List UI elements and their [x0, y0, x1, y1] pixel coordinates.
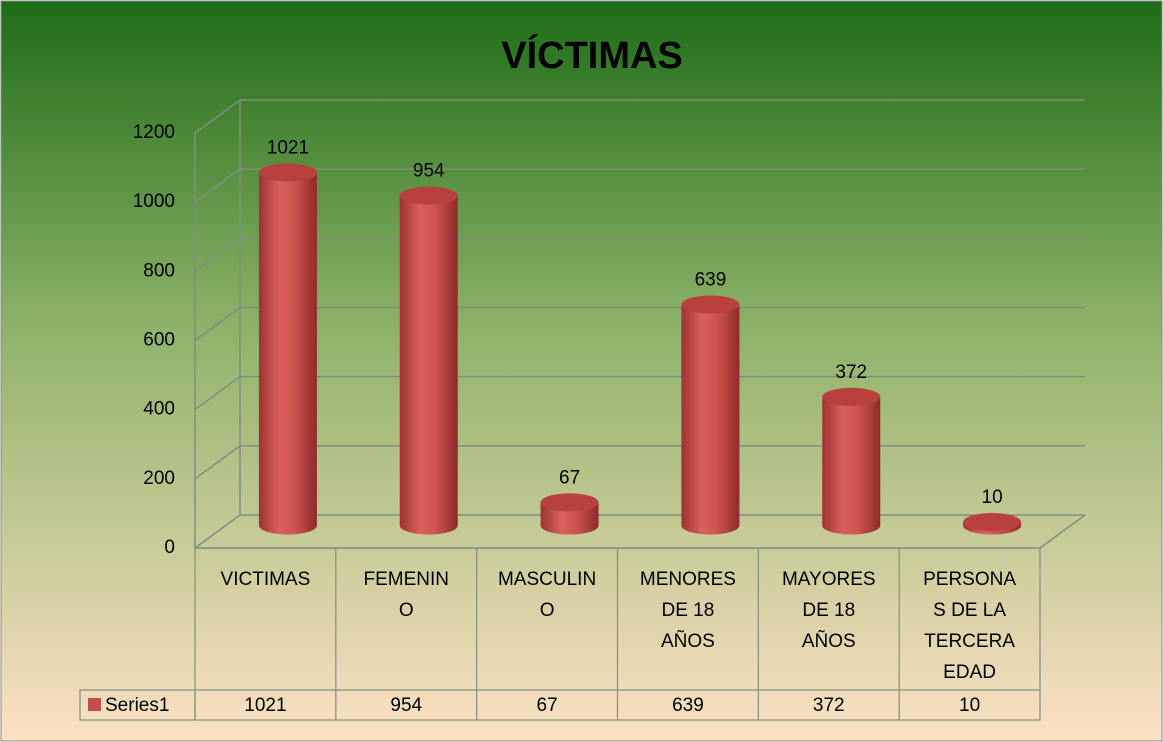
y-tick-label: 800: [143, 260, 175, 281]
grid-line: [194, 375, 1085, 411]
grid-line: [194, 237, 1085, 272]
bar-body: [540, 502, 599, 535]
grid-line: [194, 99, 1085, 134]
y-tick-label: 0: [164, 537, 175, 558]
table-value: 372: [813, 695, 845, 716]
bar: [540, 493, 599, 535]
bar-body: [822, 396, 881, 535]
grid-line: [194, 306, 1085, 342]
data-label: 954: [413, 161, 445, 182]
bar-body: [258, 172, 317, 535]
x-tick-label: PERSONA S DE LA TERCERA EDAD: [923, 569, 1016, 683]
bar-top: [540, 493, 599, 512]
bar: [258, 163, 317, 535]
bar: [399, 186, 458, 535]
legend-key: [88, 698, 101, 711]
data-label: 639: [695, 270, 727, 291]
grid-line: [194, 168, 1085, 203]
table-value: 954: [390, 695, 422, 716]
bar-body: [681, 304, 740, 535]
y-tick-label: 400: [143, 399, 175, 420]
bar: [681, 295, 740, 535]
bar-body: [399, 195, 458, 535]
grid-line: [194, 445, 1085, 480]
table-value: 639: [672, 695, 704, 716]
data-label: 67: [559, 467, 580, 488]
table-value: 1021: [244, 695, 286, 716]
chart-title: VÍCTIMAS: [501, 33, 683, 77]
legend-cell: [79, 689, 196, 721]
data-label: 372: [835, 362, 867, 383]
y-tick-label: 1200: [133, 122, 175, 143]
x-tick-label: VICTIMAS: [221, 569, 311, 590]
x-tick-label: FEMENIN O: [364, 569, 450, 621]
bar: [822, 387, 881, 535]
grid-line: [194, 514, 1085, 549]
y-tick-label: 600: [143, 330, 175, 351]
y-tick-label: 1000: [133, 191, 175, 212]
data-label: 10: [982, 487, 1003, 508]
x-tick-label: MASCULIN O: [498, 569, 596, 621]
table-value: 67: [537, 695, 558, 716]
bar-top: [963, 513, 1022, 532]
bar-top: [681, 295, 740, 314]
x-tick-label: MENORES DE 18 AÑOS: [640, 569, 736, 652]
x-tick-label: MAYORES DE 18 AÑOS: [782, 569, 876, 652]
legend-label: Series1: [105, 695, 169, 716]
y-tick-label: 200: [143, 468, 175, 489]
bar-top: [822, 387, 881, 406]
bar-top: [399, 186, 458, 205]
data-label: 1021: [267, 137, 309, 158]
bar: [963, 513, 1022, 535]
bar-top: [258, 163, 317, 182]
table-value: 10: [959, 695, 980, 716]
